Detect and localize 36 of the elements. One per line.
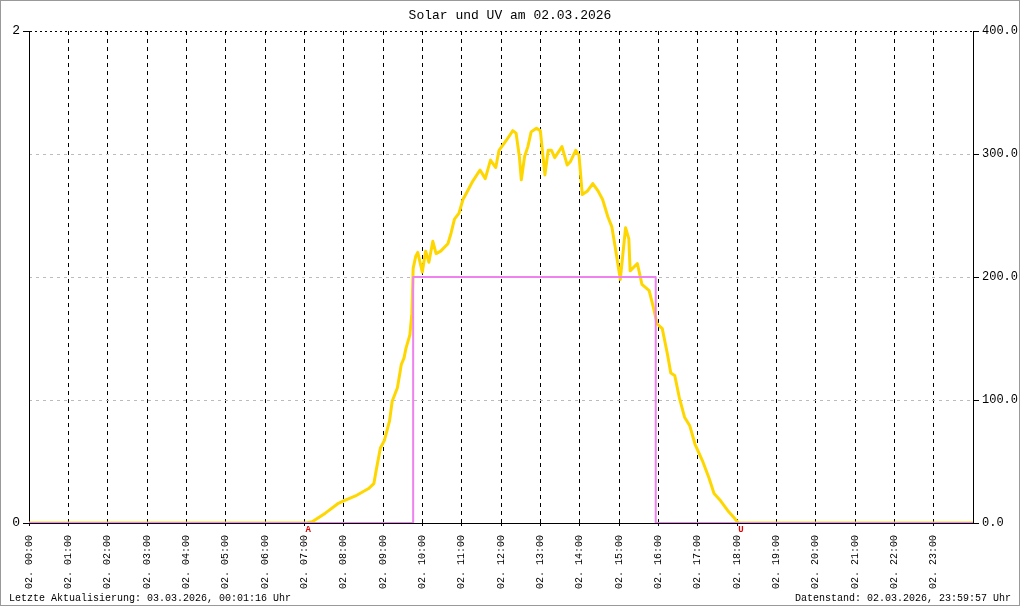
x-tick-label: 02. 23:00 (928, 535, 940, 590)
x-tick-label: 02. 04:00 (180, 535, 192, 590)
text: Letzte Aktualisierung: 03.03.2026, 00:01:16 Uhr (9, 593, 292, 604)
x-tick-label: 02. 00:00 (23, 535, 35, 590)
x-tick-label: 02. 09:00 (377, 535, 389, 590)
x-tick-label: 02. 13:00 (534, 535, 546, 590)
x-tick-label: 02. 15:00 (613, 535, 625, 590)
x-tick-label: 02. 07:00 (298, 535, 310, 590)
x-tick-label: 02. 16:00 (652, 535, 664, 590)
x-tick-label: 02. 17:00 (692, 535, 704, 590)
x-tick-label: 02. 01:00 (62, 535, 74, 590)
y2-tick-label: 400.0 (982, 24, 1019, 39)
x-tick-label: 02. 05:00 (220, 535, 232, 590)
x-tick-label: 02. 12:00 (495, 535, 507, 590)
x-tick-label: 02. 14:00 (574, 535, 586, 590)
x-tick-label: 02. 03:00 (141, 535, 153, 590)
annotation: A (305, 524, 312, 535)
x-tick-label: 02. 08:00 (338, 535, 350, 590)
x-tick-label: 02. 10:00 (416, 535, 428, 590)
chart-title: Solar und UV am 02.03.2026 (408, 8, 612, 23)
y2-tick-label: 0.0 (982, 516, 1004, 531)
x-tick-label: 02. 22:00 (888, 535, 900, 590)
text: Datenstand: 02.03.2026, 23:59:57 Uhr (794, 593, 1011, 604)
y-tick-label: 0 (12, 515, 20, 531)
x-tick-label: 02. 19:00 (770, 535, 782, 590)
x-tick-label: 02. 06:00 (259, 535, 271, 590)
x-tick-label: 02. 21:00 (849, 535, 861, 590)
x-tick-label: 02. 11:00 (456, 535, 468, 590)
x-tick-label: 02. 18:00 (731, 535, 743, 590)
y2-tick-label: 100.0 (982, 393, 1019, 408)
y-tick-label: 2 (12, 23, 20, 39)
y2-tick-label: 300.0 (982, 147, 1019, 162)
annotation: U (738, 524, 744, 535)
x-tick-label: 02. 02:00 (102, 535, 114, 590)
x-tick-label: 02. 20:00 (810, 535, 822, 590)
y2-tick-label: 200.0 (982, 270, 1019, 285)
